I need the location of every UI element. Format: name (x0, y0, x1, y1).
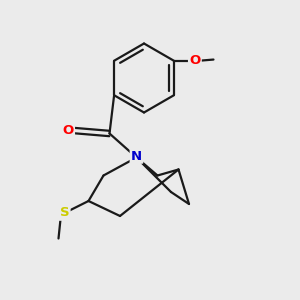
Text: S: S (60, 206, 69, 220)
Text: O: O (62, 124, 74, 137)
Text: O: O (189, 54, 200, 67)
Text: N: N (131, 149, 142, 163)
